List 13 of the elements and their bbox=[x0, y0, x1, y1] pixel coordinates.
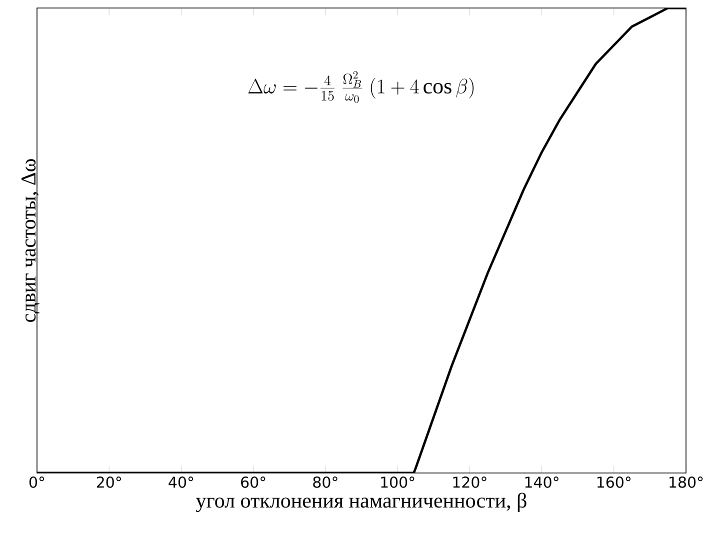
x-tick-label: 140° bbox=[525, 476, 558, 488]
x-tick-label: 160° bbox=[597, 476, 631, 488]
annotation: $\Delta\omega = -\frac{4}{15}\;\frac{\Omega_B^2}{\omega_0}\;(1 + 4\cos\beta)$ bbox=[248, 71, 474, 103]
x-tick-label: 120° bbox=[453, 476, 486, 488]
x-tick-label: 100° bbox=[381, 476, 414, 488]
x-tick-label: 40° bbox=[168, 476, 194, 488]
x-tick-label: 20° bbox=[96, 476, 121, 488]
x-tick-label: 80° bbox=[313, 476, 338, 488]
x-axis-title: угол отклонения намагниченности, β bbox=[196, 492, 526, 512]
x-tick-label: 0° bbox=[29, 476, 44, 488]
x-tick-label: 180° bbox=[670, 476, 703, 488]
x-tick-label: 60° bbox=[241, 476, 266, 488]
y-axis-title: сдвиг частоты, Δω bbox=[22, 159, 40, 322]
